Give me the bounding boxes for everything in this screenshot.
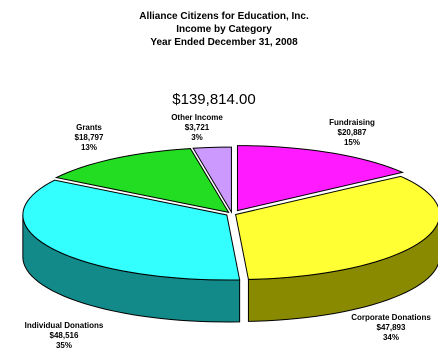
title-line-1: Alliance Citizens for Education, Inc. [139,11,309,22]
chart-title: Alliance Citizens for Education, Inc. In… [139,11,309,48]
slice-amount-other-income: $3,721 [185,123,210,132]
slice-amount-individual-donations: $48,516 [50,331,79,340]
pie-slice-corporate-donations [235,175,438,280]
slice-name-individual-donations: Individual Donations [25,321,104,330]
pie-tops [22,145,438,281]
pie-slice-fundraising [236,145,405,212]
slice-percent-individual-donations: 35% [56,341,72,350]
slice-percent-other-income: 3% [191,133,203,142]
slice-amount-grants: $18,797 [75,133,104,142]
slice-percent-corporate-donations: 34% [383,333,399,342]
total-income-label: $139,814.00 [172,91,255,108]
slice-name-other-income: Other Income [171,113,223,122]
slice-name-corporate-donations: Corporate Donations [351,313,431,322]
slice-name-fundraising: Fundraising [329,118,375,127]
pie-slice-individual-donations [22,179,241,281]
pie-slice-other-income [192,146,232,214]
slice-amount-corporate-donations: $47,893 [377,323,406,332]
title-line-3: Year Ended December 31, 2008 [150,37,298,48]
slice-percent-fundraising: 15% [344,138,360,147]
slice-amount-fundraising: $20,887 [338,128,367,137]
pie-slice-grants [54,148,230,214]
slice-name-grants: Grants [76,123,102,132]
slice-percent-grants: 13% [81,143,97,152]
title-line-2: Income by Category [176,24,272,35]
